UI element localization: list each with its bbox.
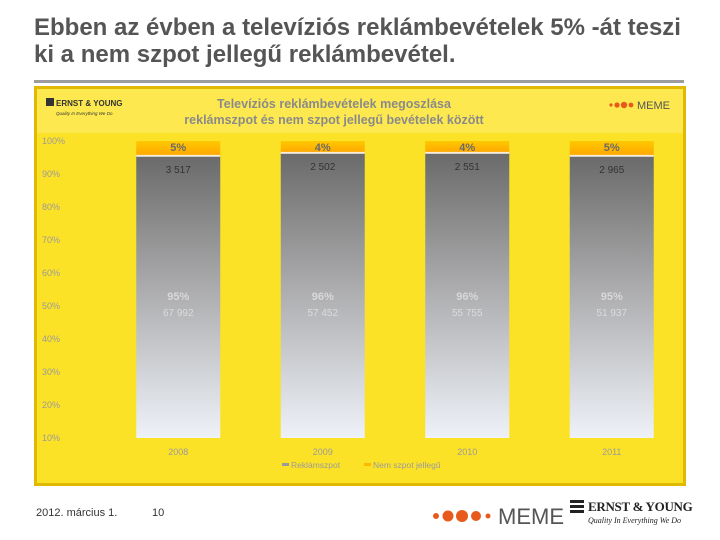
label-reklamszpot-percent: 95% [167,291,189,303]
y-tick-label: 20% [42,400,60,410]
legend-label-reklamszpot: Reklámszpot [291,460,341,470]
y-tick-label: 10% [42,433,60,443]
ey-mark-icon [46,98,54,106]
bar-nem-szpot-2009 [280,141,365,153]
label-nem-szpot-value: 2 965 [599,165,624,176]
footer-ey-tagline: Quality In Everything We Do [588,516,682,525]
label-reklamszpot-value: 55 755 [452,308,483,319]
legend: Reklámszpot Nem szpot jellegű [282,460,441,470]
footer-meme-text: MEME [498,504,564,529]
label-nem-szpot-value: 2 551 [455,162,480,173]
label-nem-szpot-percent: 4% [315,142,331,154]
chart-meme-text: MEME [637,100,670,112]
label-reklamszpot-percent: 95% [601,291,623,303]
y-tick-label: 60% [42,268,60,278]
meme-dot-icon [609,103,613,107]
footer-ey-logo: ERNST & YOUNG Quality In Everything We D… [568,497,693,533]
chart-ey-name: ERNST & YOUNG [56,99,123,108]
meme-dot-icon [442,510,454,522]
label-nem-szpot-value: 2 502 [310,162,335,173]
x-axis: 2008 2009 2010 2011 [168,447,621,457]
y-tick-label: 100% [42,136,65,146]
label-reklamszpot-value: 51 937 [596,308,627,319]
meme-dot-icon [628,102,634,108]
meme-dot-icon [456,510,468,522]
bars-group: 5% 3 517 95% 67 992 4% 2 502 96% 57 452 4% 2 551 9… [136,141,654,438]
meme-dot-icon [620,101,628,109]
label-nem-szpot-value: 3 517 [166,165,191,176]
bar-reklamszpot-2010 [425,152,510,438]
bar-reklamszpot-2009 [280,152,365,438]
y-tick-label: 70% [42,235,60,245]
meme-logo-graphic: MEME [433,504,564,529]
label-reklamszpot-value: 67 992 [163,308,194,319]
y-axis: 10% 20% 30% 40% 50% 60% 70% 80% 90% 100% [42,136,65,443]
bar-reklamszpot-2008 [136,155,221,438]
bar-separator [136,154,221,157]
legend-swatch-nem-szpot [364,463,371,466]
y-tick-label: 80% [42,202,60,212]
legend-swatch-reklamszpot [282,463,289,466]
bar-nem-szpot-2008 [136,141,221,156]
y-tick-label: 50% [42,301,60,311]
y-tick-label: 40% [42,334,60,344]
x-tick-label-2008: 2008 [168,447,188,457]
footer-meme-logo: MEME [430,500,570,530]
chart-ey-logo: ERNST & YOUNG Quality In Everything We D… [46,98,123,116]
meme-dot-icon [614,102,620,108]
legend-label-nem-szpot: Nem szpot jellegű [373,460,441,470]
footer-date: 2012. március 1. [36,507,118,519]
stacked-bar-chart: ERNST & YOUNG Quality In Everything We D… [34,86,686,486]
bar-nem-szpot-2010 [425,141,510,153]
slide-title: Ebben az évben a televíziós reklámbevéte… [34,14,681,68]
label-reklamszpot-percent: 96% [312,291,334,303]
label-nem-szpot-percent: 5% [170,142,186,154]
meme-dot-icon [471,511,481,521]
meme-dot-icon [433,513,439,519]
footer-page-number: 10 [152,507,165,519]
y-tick-label: 30% [42,367,60,377]
bar-separator [280,151,365,154]
label-reklamszpot-percent: 96% [456,291,478,303]
label-nem-szpot-percent: 4% [459,142,475,154]
chart-panel: ERNST & YOUNG Quality In Everything We D… [34,86,686,486]
ey-mark-icon [570,500,584,513]
bar-reklamszpot-2011 [569,155,654,438]
y-tick-label: 90% [42,169,60,179]
x-tick-label-2010: 2010 [457,447,477,457]
bar-nem-szpot-2011 [569,141,654,156]
label-nem-szpot-percent: 5% [604,142,620,154]
chart-header-band [37,89,683,133]
title-divider [34,80,684,83]
bar-separator [425,151,510,154]
x-tick-label-2009: 2009 [313,447,333,457]
x-tick-label-2011: 2011 [602,447,621,457]
chart-ey-tagline: Quality In Everything We Do [56,111,113,116]
meme-dot-icon [485,513,491,519]
chart-title-line-2: reklámszpot és nem szpot jellegű bevétel… [184,113,484,127]
chart-title-line-1: Televíziós reklámbevételek megoszlása [217,97,452,111]
footer-ey-name: ERNST & YOUNG [588,499,693,514]
bar-separator [569,154,654,157]
label-reklamszpot-value: 57 452 [307,308,338,319]
chart-meme-logo: MEME [609,100,670,112]
